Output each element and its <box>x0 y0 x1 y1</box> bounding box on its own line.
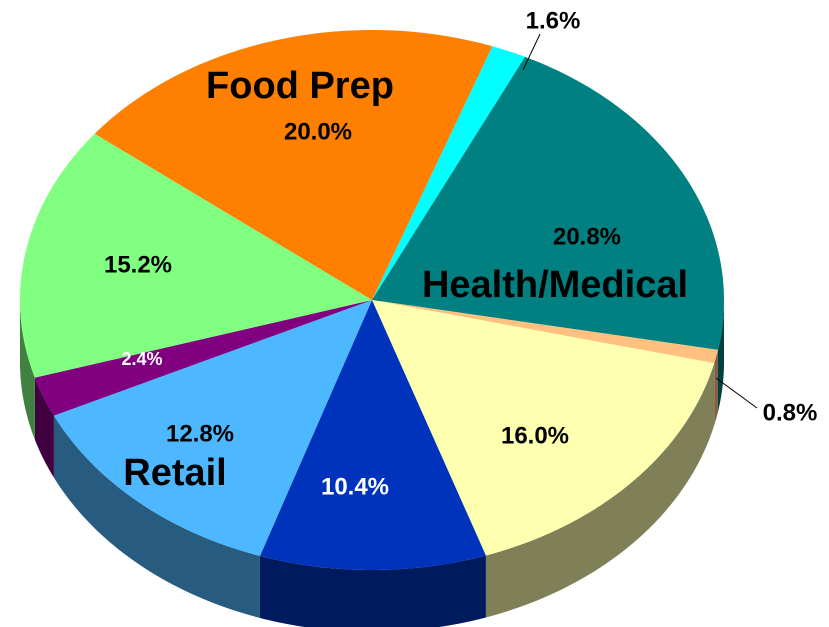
slice <box>94 30 493 300</box>
slice-side <box>20 300 35 440</box>
slice-side <box>485 363 715 618</box>
data-label: 12.8% <box>166 420 234 447</box>
slice-name: Food Prep <box>206 65 394 107</box>
slice <box>372 300 718 364</box>
slice-side <box>714 349 718 426</box>
data-label: 1.6% <box>526 7 581 34</box>
data-label: 20.8% <box>553 223 621 250</box>
data-label: 10.4% <box>321 473 389 500</box>
slice <box>372 300 715 556</box>
slice <box>34 300 373 416</box>
leader-line <box>715 377 758 409</box>
data-label: 20.0% <box>284 118 352 145</box>
slice <box>372 46 525 301</box>
slice <box>20 133 373 378</box>
slice-name: Retail <box>123 452 226 494</box>
data-label: 15.2% <box>104 251 172 278</box>
slice-side <box>717 300 724 412</box>
data-label: 2.4% <box>121 349 162 369</box>
data-label: 16.0% <box>501 422 569 449</box>
slice-side <box>259 555 486 627</box>
slice-side <box>53 415 260 618</box>
data-label: 0.8% <box>763 399 818 426</box>
slice <box>372 56 724 350</box>
slice-side <box>34 377 54 478</box>
leader-line <box>522 33 541 71</box>
slice <box>53 300 372 556</box>
slice-name: Health/Medical <box>422 264 688 306</box>
slice <box>259 300 486 570</box>
